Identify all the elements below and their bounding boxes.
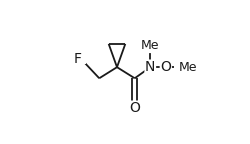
Bar	[129, 104, 139, 112]
Text: Me: Me	[178, 61, 197, 74]
Bar	[145, 63, 154, 71]
Bar	[76, 55, 86, 64]
Text: Me: Me	[140, 39, 159, 52]
Text: F: F	[73, 52, 81, 66]
Text: N: N	[144, 60, 155, 74]
Bar	[174, 63, 183, 71]
Text: O: O	[129, 101, 140, 115]
Bar	[145, 35, 154, 44]
Bar	[160, 63, 170, 71]
Text: O: O	[160, 60, 170, 74]
